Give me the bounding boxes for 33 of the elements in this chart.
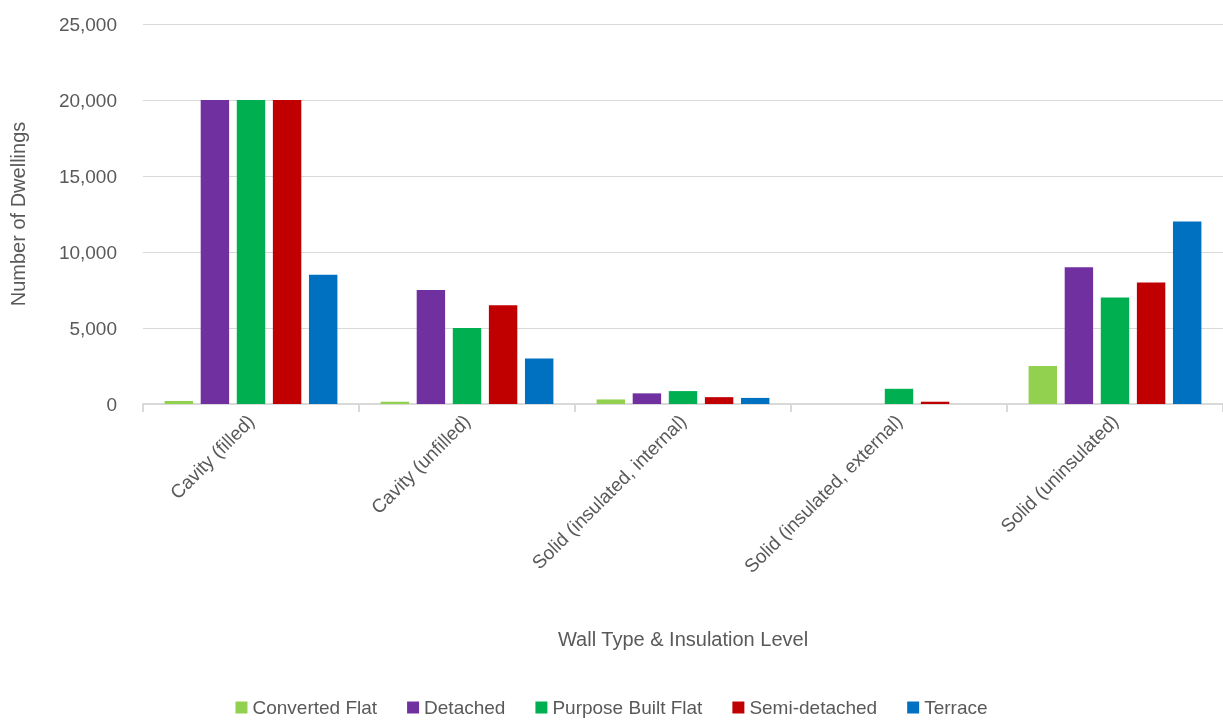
bar [416,290,446,404]
bar [632,393,662,404]
bar [596,399,626,404]
bar [704,397,734,404]
bar [488,305,518,404]
legend-label: Semi-detached [749,697,878,718]
bar [236,100,266,404]
y-tick-label: 25,000 [58,13,117,35]
x-axis-title: Wall Type & Insulation Level [557,628,809,650]
y-tick-label: 0 [106,393,117,415]
bar [1064,267,1094,404]
bar [164,400,194,404]
bar [308,274,338,404]
bar [524,358,554,404]
bar [1172,221,1202,404]
y-tick-label: 10,000 [58,241,117,263]
bar [740,397,770,404]
bar [668,391,698,404]
y-tick-label: 20,000 [58,89,117,111]
legend-label: Purpose Built Flat [552,697,704,718]
bar [200,100,230,404]
bar [272,100,302,404]
legend-label: Terrace [924,697,988,718]
y-tick-label: 5,000 [69,317,117,339]
bar [884,388,914,404]
legend-label: Detached [424,697,506,718]
y-tick-label: 15,000 [58,165,117,187]
bar [1100,297,1130,404]
bar [452,328,482,404]
y-axis-title: Number of Dwellings [7,121,29,307]
bar [1136,282,1166,404]
bar [1028,366,1058,404]
legend-label: Converted Flat [252,697,378,718]
